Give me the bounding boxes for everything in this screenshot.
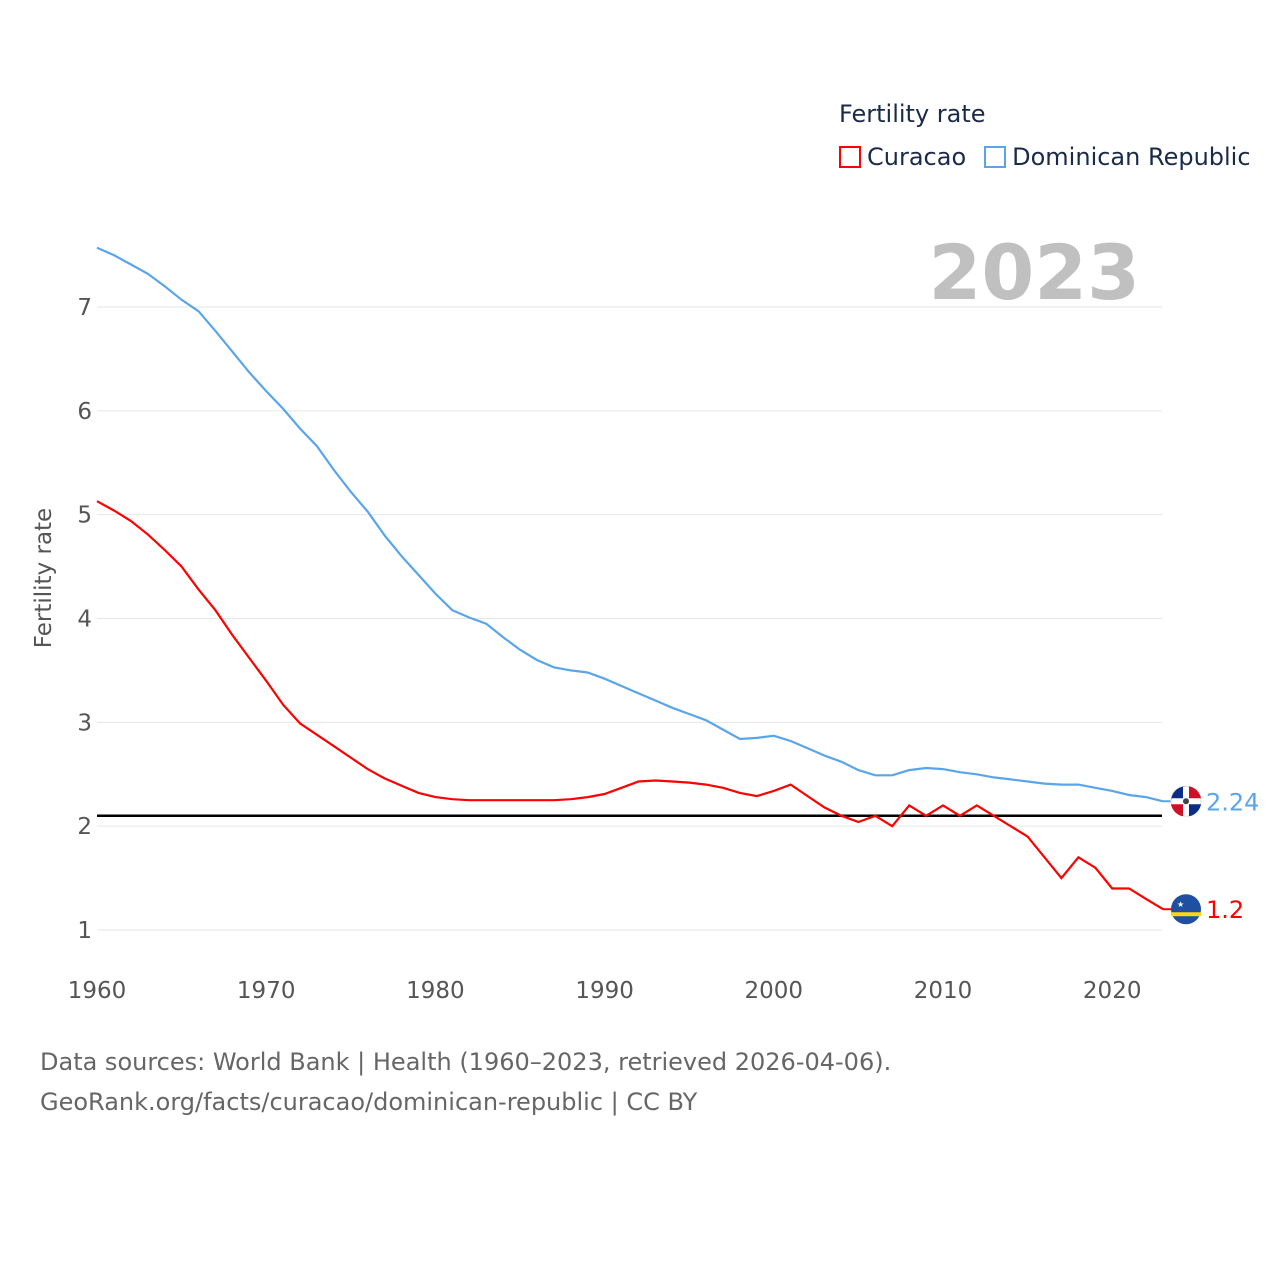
- flag-quarter: [1171, 804, 1183, 817]
- y-axis-label: Fertility rate: [31, 508, 57, 648]
- footer: Data sources: World Bank | Health (1960–…: [40, 1042, 891, 1122]
- series-line-dominican-republic: [96, 246, 1164, 803]
- end-value-label: 2.24: [1206, 788, 1259, 816]
- curacao-flag-star: ★: [1177, 900, 1184, 909]
- data-sources: Data sources: World Bank | Health (1960–…: [40, 1048, 892, 1076]
- legend-item-dominican-republic[interactable]: Dominican Republic: [984, 143, 1251, 171]
- legend-swatch-curacao: [839, 146, 861, 168]
- flag-quarter: [1189, 786, 1201, 799]
- end-value-label: 1.2: [1206, 896, 1244, 924]
- y-tick-label: 2: [77, 814, 92, 840]
- curacao-flag-icon: [1171, 894, 1201, 925]
- x-tick-label: 1980: [406, 978, 465, 1004]
- x-tick-label: 1990: [575, 978, 634, 1004]
- source-link[interactable]: GeoRank.org/facts/curacao/dominican-repu…: [40, 1088, 698, 1116]
- legend-label: Dominican Republic: [1012, 143, 1251, 171]
- y-tick-label: 6: [77, 399, 92, 425]
- y-tick-label: 5: [77, 503, 92, 529]
- x-tick-label: 2000: [745, 978, 804, 1004]
- legend: Curacao Dominican Republic: [839, 143, 1251, 171]
- x-tick-label: 1960: [68, 978, 127, 1004]
- curacao-flag-stripe: [1171, 912, 1201, 917]
- year-label: 2023: [928, 228, 1140, 317]
- legend-title: Fertility rate: [839, 100, 986, 128]
- y-tick-label: 4: [77, 607, 92, 633]
- series-line-curacao: [96, 500, 1164, 911]
- x-tick-label: 2020: [1083, 978, 1142, 1004]
- y-tick-label: 3: [77, 710, 92, 736]
- y-tick-label: 7: [77, 295, 92, 321]
- x-tick-label: 2010: [914, 978, 973, 1004]
- flag-quarter: [1189, 804, 1201, 817]
- legend-label: Curacao: [867, 143, 967, 171]
- flag-quarter: [1171, 786, 1186, 802]
- legend-swatch-dominican-republic: [984, 146, 1007, 168]
- flag-emblem: [1183, 798, 1189, 805]
- x-tick-label: 1970: [237, 978, 296, 1004]
- legend-item-curacao[interactable]: Curacao: [839, 143, 966, 171]
- y-tick-label: 1: [77, 918, 92, 944]
